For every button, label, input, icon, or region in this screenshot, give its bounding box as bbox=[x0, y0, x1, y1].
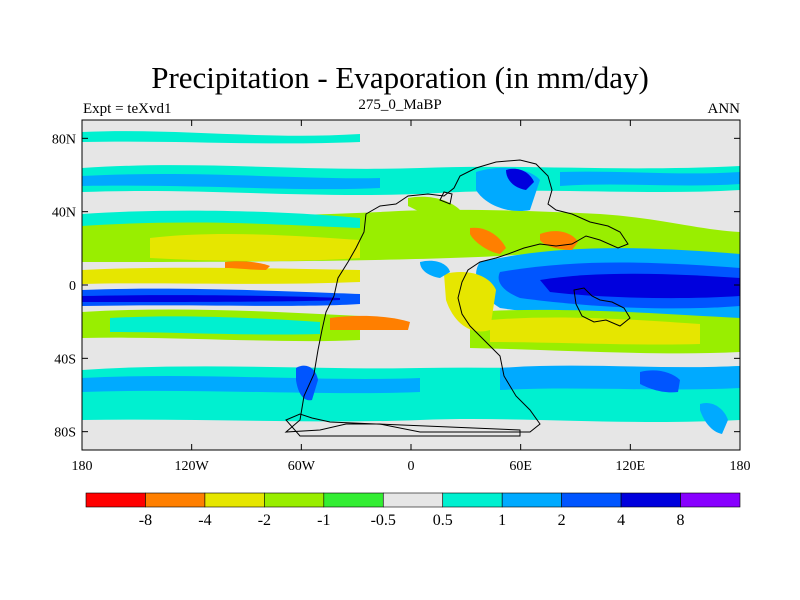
blue-band-south-west bbox=[82, 376, 420, 394]
continent-outline bbox=[284, 159, 629, 433]
lon-tick-label: 180 bbox=[72, 459, 93, 474]
colorbar-label: 8 bbox=[677, 512, 685, 529]
colorbar-label: 2 bbox=[558, 512, 566, 529]
blue-spot-south-continent bbox=[296, 365, 318, 401]
colorbar-box bbox=[145, 492, 206, 508]
orange-band-south-continent bbox=[330, 315, 410, 330]
colorbar-label: -1 bbox=[317, 512, 330, 529]
colorbar-box bbox=[620, 492, 681, 508]
map-fields bbox=[82, 120, 740, 450]
colorbar: -8 -4 -2 -1 -0.5 0.5 1 2 4 8 bbox=[85, 492, 741, 529]
yellow-patch-continent bbox=[444, 271, 496, 332]
orange-spot-pacific bbox=[225, 261, 270, 270]
island-outline-north bbox=[439, 191, 453, 205]
longitude-axis: 180 120W 60W 0 60E 120E 180 bbox=[72, 120, 751, 474]
darkblue-patch-north-continent bbox=[506, 168, 534, 190]
yellow-band-equatorial-west bbox=[82, 267, 360, 284]
lon-tick-label: 0 bbox=[408, 459, 415, 474]
colorbar-label: -8 bbox=[139, 512, 152, 529]
blue-band-south-east bbox=[500, 365, 740, 390]
blue-spot-south-east bbox=[640, 370, 680, 393]
colorbar-box bbox=[264, 492, 325, 508]
blue-spot-interior bbox=[420, 260, 450, 278]
lat-tick-label: 40N bbox=[52, 206, 76, 221]
blue-band-north bbox=[82, 174, 380, 190]
yellow-band-north-pacific bbox=[150, 234, 360, 261]
colorbar-box bbox=[382, 492, 444, 508]
darkblue-band-equator-west bbox=[82, 295, 340, 302]
colorbar-label: -4 bbox=[198, 512, 211, 529]
cyan-strip-south-west bbox=[110, 316, 320, 335]
lon-tick-label: 60E bbox=[509, 459, 532, 474]
colorbar-box bbox=[323, 492, 384, 508]
orange-patch-north-continent bbox=[470, 227, 506, 254]
antarctic-region bbox=[82, 429, 740, 450]
lat-tick-label: 40S bbox=[54, 352, 76, 367]
colorbar-box bbox=[561, 492, 622, 508]
lon-tick-label: 120W bbox=[175, 459, 210, 474]
colorbar-box bbox=[501, 492, 562, 508]
colorbar-box bbox=[442, 492, 503, 508]
latitude-axis: 80N 40N 0 40S 80S bbox=[52, 132, 740, 441]
colorbar-label: -0.5 bbox=[371, 512, 396, 529]
colorbar-label: 4 bbox=[617, 512, 625, 529]
lon-tick-label: 180 bbox=[730, 459, 751, 474]
season-label: ANN bbox=[707, 101, 741, 117]
colorbar-label: -2 bbox=[258, 512, 271, 529]
colorbar-box bbox=[85, 492, 146, 508]
lon-tick-label: 120E bbox=[616, 459, 646, 474]
cyan-band-arctic bbox=[82, 131, 360, 144]
experiment-label: Expt = teXvd1 bbox=[83, 101, 172, 117]
lat-tick-label: 80N bbox=[52, 132, 76, 147]
lon-tick-label: 60W bbox=[288, 459, 316, 474]
time-label: 275_0_MaBP bbox=[358, 97, 442, 113]
blue-band-north-east bbox=[560, 171, 740, 186]
lat-tick-label: 0 bbox=[69, 279, 76, 294]
antarctic-coast-outline bbox=[285, 413, 521, 437]
lat-tick-label: 80S bbox=[54, 426, 76, 441]
blue-spot-antarctic bbox=[700, 402, 728, 434]
cyan-strip-north bbox=[82, 210, 360, 228]
colorbar-box bbox=[204, 492, 265, 508]
map-title: Precipitation - Evaporation (in mm/day) bbox=[151, 60, 649, 95]
colorbar-box bbox=[680, 492, 741, 508]
colorbar-label: 1 bbox=[498, 512, 506, 529]
colorbar-label: 0.5 bbox=[433, 512, 453, 529]
darkblue-core-east bbox=[540, 273, 740, 299]
yellow-band-south-east bbox=[490, 317, 700, 345]
island-outline-east bbox=[573, 287, 631, 327]
